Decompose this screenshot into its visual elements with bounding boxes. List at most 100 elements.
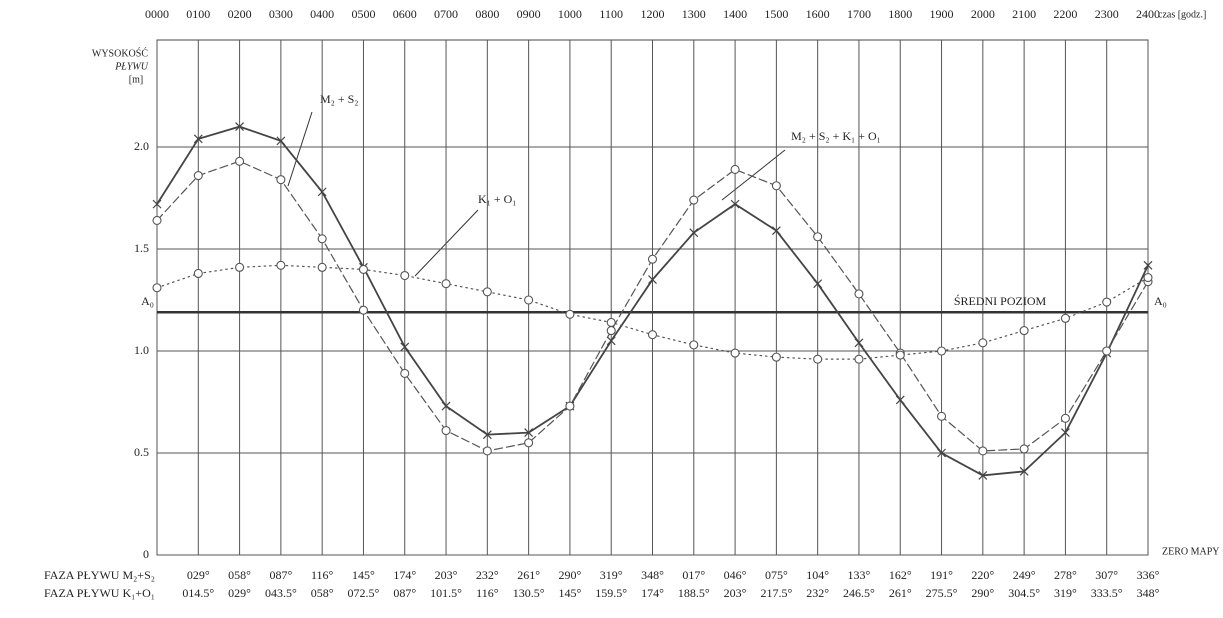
y-tick-label: 1.5 xyxy=(134,241,149,255)
marker-circle xyxy=(936,411,947,421)
x-tick-label: 0500 xyxy=(351,7,375,21)
x-tick-label: 1200 xyxy=(641,7,665,21)
y-axis-label: PŁYWU xyxy=(114,61,149,72)
phase-row-label: FAZA PŁYWU M₂+S₂ xyxy=(44,568,155,582)
x-tick-label: 0000 xyxy=(145,7,169,21)
marker-circle xyxy=(524,295,534,305)
phase-value: 029° xyxy=(228,586,251,600)
x-tick-label: 0100 xyxy=(186,7,210,21)
phase-value: 246.5° xyxy=(843,586,875,600)
x-tick-label: 1100 xyxy=(599,7,623,21)
phase-value: 232° xyxy=(806,586,829,600)
x-tick-label: 1600 xyxy=(806,7,830,21)
marker-circle xyxy=(441,426,451,436)
phase-value: 304.5° xyxy=(1008,586,1040,600)
marker-x xyxy=(1143,260,1153,270)
marker-circle xyxy=(276,260,286,270)
phase-value: 145° xyxy=(352,568,375,582)
marker-circle xyxy=(895,350,905,360)
phase-value: 232° xyxy=(476,568,499,582)
marker-x xyxy=(1019,466,1029,476)
phase-value: 333.5° xyxy=(1091,586,1123,600)
phase-value: 104° xyxy=(806,568,829,582)
y-axis-label: WYSOKOŚĆ xyxy=(92,47,148,59)
marker-circle xyxy=(276,175,286,185)
x-tick-label: 1800 xyxy=(888,7,912,21)
x-tick-label: 2000 xyxy=(971,7,995,21)
phase-value: 290° xyxy=(559,568,582,582)
marker-x xyxy=(235,122,245,132)
marker-circle xyxy=(358,305,369,315)
phase-value: 072.5° xyxy=(348,586,380,600)
marker-x xyxy=(524,428,534,438)
marker-x xyxy=(317,187,327,197)
marker-circle xyxy=(235,156,245,166)
marker-circle xyxy=(193,268,203,279)
marker-circle xyxy=(152,283,162,293)
phase-value: 101.5° xyxy=(430,586,462,600)
marker-circle xyxy=(1060,313,1070,323)
marker-x xyxy=(813,279,823,289)
phase-value: 116° xyxy=(476,586,499,600)
phase-value: 220° xyxy=(971,568,994,582)
marker-circle xyxy=(647,254,658,264)
phase-value: 058° xyxy=(311,586,334,600)
y-tick-label: 0.5 xyxy=(134,445,149,459)
annotation: M₂ + S₂ xyxy=(320,92,358,106)
x-tick-label: 0600 xyxy=(393,7,417,21)
marker-circle xyxy=(689,340,699,350)
phase-value: 307° xyxy=(1095,568,1118,582)
marker-x xyxy=(482,430,492,440)
annotation: K₁ + O₁ xyxy=(478,192,516,206)
marker-x xyxy=(937,448,946,458)
marker-circle xyxy=(565,309,575,319)
phase-value: 188.5° xyxy=(678,586,710,600)
x-tick-label: 1500 xyxy=(764,7,788,21)
phase-value: 249° xyxy=(1013,568,1036,582)
phase-value: 278° xyxy=(1054,568,1077,582)
y-tick-label: 1.0 xyxy=(134,343,149,357)
marker-circle xyxy=(193,171,203,181)
mean-level-end-label: A₀ xyxy=(1154,294,1167,308)
x-tick-label: 0400 xyxy=(310,7,334,21)
x-tick-label: 1300 xyxy=(682,7,706,21)
phase-value: 075° xyxy=(765,568,788,582)
marker-circle xyxy=(606,326,616,336)
y-axis-label: [m] xyxy=(129,74,143,85)
phase-value: 174° xyxy=(641,586,664,600)
marker-circle xyxy=(730,348,740,358)
x-tick-label: 1900 xyxy=(930,7,954,21)
marker-circle xyxy=(936,346,947,356)
marker-circle xyxy=(565,401,575,411)
marker-circle xyxy=(1102,297,1112,307)
phase-value: 043.5° xyxy=(265,586,297,600)
phase-value: 203° xyxy=(435,568,458,582)
phase-value: 290° xyxy=(971,586,994,600)
marker-x xyxy=(152,199,162,209)
phase-value: 046° xyxy=(724,568,747,582)
marker-x xyxy=(606,336,616,346)
zero-label: ZERO MAPY xyxy=(1162,546,1220,557)
marker-circle xyxy=(730,164,740,174)
annotation-arrow xyxy=(287,111,313,187)
x-tick-label: 1000 xyxy=(558,7,582,21)
marker-circle xyxy=(854,354,864,364)
marker-x xyxy=(771,226,781,236)
x-tick-label: 2100 xyxy=(1012,7,1036,21)
annotation: M₂ + S₂ + K₁ + O₁ xyxy=(791,129,881,143)
marker-x xyxy=(193,134,203,144)
y-tick-label: 0 xyxy=(143,547,149,561)
annotation-arrow xyxy=(721,149,786,201)
phase-value: 348° xyxy=(1137,586,1160,600)
marker-x xyxy=(978,471,988,480)
marker-circle xyxy=(978,446,988,456)
phase-value: 133° xyxy=(848,568,871,582)
phase-value: 319° xyxy=(1054,586,1077,600)
marker-circle xyxy=(1102,346,1112,356)
marker-circle xyxy=(1019,444,1029,454)
marker-x xyxy=(730,199,740,209)
x-tick-label: 1700 xyxy=(847,7,871,21)
x-tick-label: 0300 xyxy=(269,7,293,21)
phase-value: 261° xyxy=(517,568,540,582)
